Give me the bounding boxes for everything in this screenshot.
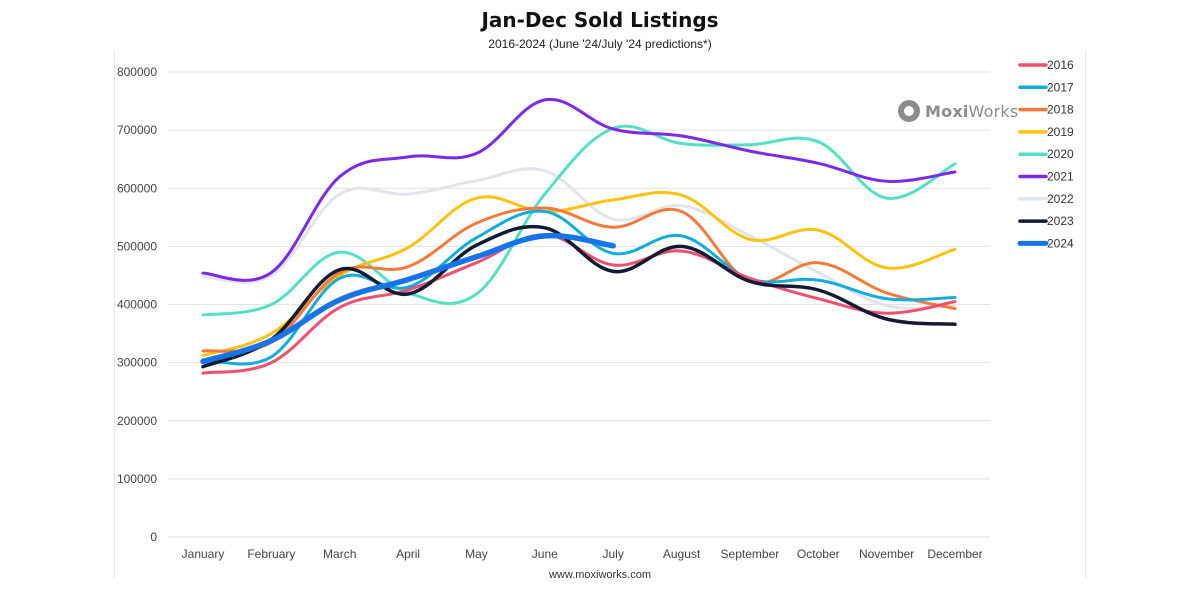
x-tick-label: December bbox=[927, 547, 982, 561]
legend-label-2017: 2017 bbox=[1047, 80, 1074, 94]
legend-label-2020: 2020 bbox=[1047, 147, 1074, 161]
series-line-2023 bbox=[201, 224, 957, 369]
legend-label-2022: 2022 bbox=[1047, 192, 1074, 206]
x-tick-label: November bbox=[859, 547, 914, 561]
y-tick-label: 600000 bbox=[117, 181, 157, 195]
y-tick-label: 0 bbox=[150, 530, 157, 544]
logo-text-works: Works bbox=[968, 101, 1019, 121]
legend-label-2018: 2018 bbox=[1047, 103, 1074, 117]
series-line-2017 bbox=[201, 209, 957, 366]
x-tick-label: June bbox=[532, 547, 558, 561]
grid-lines bbox=[168, 71, 990, 538]
legend-label-2016: 2016 bbox=[1047, 58, 1074, 72]
series-line-2020 bbox=[201, 124, 957, 317]
y-axis-ticks: 0 100000 200000 300000 400000 500000 600000 700… bbox=[117, 65, 157, 544]
x-tick-label: September bbox=[721, 547, 780, 561]
moxiworks-logo-text: MoxiWorks bbox=[925, 102, 1018, 121]
x-tick-label: August bbox=[663, 547, 701, 561]
x-tick-label: October bbox=[797, 547, 840, 561]
y-tick-label: 100000 bbox=[117, 472, 157, 486]
legend-label-2024: 2024 bbox=[1047, 236, 1074, 250]
series-line-2019 bbox=[201, 191, 957, 358]
moxiworks-logo-icon bbox=[898, 100, 920, 122]
x-tick-label: April bbox=[396, 547, 420, 561]
legend-label-2019: 2019 bbox=[1047, 125, 1074, 139]
x-tick-label: March bbox=[323, 547, 356, 561]
logo-text-moxi: Moxi bbox=[925, 101, 969, 121]
legend-label-2021: 2021 bbox=[1047, 170, 1074, 184]
x-tick-label: May bbox=[465, 547, 488, 561]
x-tick-label: July bbox=[603, 547, 624, 561]
moxiworks-logo: MoxiWorks bbox=[898, 98, 1018, 124]
series-line-2021 bbox=[201, 97, 957, 282]
series-line-2022 bbox=[201, 167, 957, 310]
x-tick-label: January bbox=[182, 547, 225, 561]
y-tick-label: 300000 bbox=[117, 356, 157, 370]
legend: 2016 2017 2018 2019 2020 2021 2022 2023 2024 bbox=[1017, 58, 1074, 250]
legend-label-2023: 2023 bbox=[1047, 214, 1074, 228]
footer-url: www.moxiworks.com bbox=[548, 569, 652, 581]
y-tick-label: 200000 bbox=[117, 414, 157, 428]
y-tick-label: 800000 bbox=[117, 65, 157, 79]
chart-title: Jan-Dec Sold Listings bbox=[481, 8, 719, 32]
x-tick-label: February bbox=[247, 547, 295, 561]
chart-subtitle: 2016-2024 (June '24/July '24 predictions… bbox=[488, 37, 712, 51]
y-tick-label: 400000 bbox=[117, 298, 157, 312]
series-lines bbox=[200, 97, 957, 375]
series-line-2018 bbox=[201, 206, 957, 353]
x-axis-ticks: January February March April May June July Augu… bbox=[182, 547, 983, 561]
y-tick-label: 500000 bbox=[117, 239, 157, 253]
plot-area-border bbox=[114, 50, 1086, 578]
y-tick-label: 700000 bbox=[117, 123, 157, 137]
series-line-2024 bbox=[200, 232, 616, 365]
